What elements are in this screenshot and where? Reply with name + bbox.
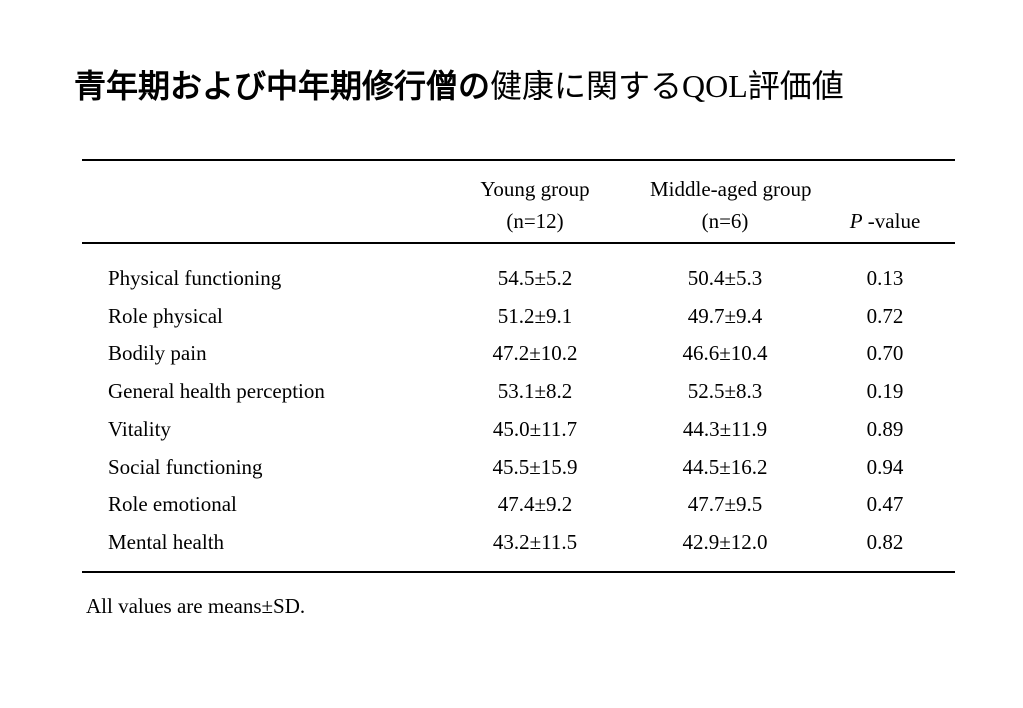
title-part-1: 青年期および中年期修行僧の bbox=[74, 67, 491, 105]
row-p-value: 0.94 bbox=[866, 455, 904, 479]
row-young-value: 43.2±11.5 bbox=[492, 530, 578, 554]
row-p-value: 0.47 bbox=[866, 492, 904, 516]
row-p-value: 0.89 bbox=[866, 417, 904, 441]
row-young-value: 54.5±5.2 bbox=[497, 266, 573, 290]
row-young-value: 51.2±9.1 bbox=[497, 304, 573, 328]
title-part-3: QOL bbox=[682, 68, 748, 104]
row-label: Role emotional bbox=[108, 492, 237, 516]
row-label: Mental health bbox=[108, 530, 225, 554]
row-label: Bodily pain bbox=[108, 341, 207, 365]
row-middle-value: 46.6±10.4 bbox=[682, 341, 768, 365]
row-young-value: 53.1±8.2 bbox=[497, 379, 573, 403]
header-young-line2: (n=12) bbox=[506, 209, 564, 233]
table-header-rule bbox=[82, 242, 955, 244]
header-pvalue: P -value bbox=[835, 208, 935, 234]
row-p-value: 0.72 bbox=[866, 304, 904, 328]
row-middle-value: 44.3±11.9 bbox=[682, 417, 768, 441]
header-middle-line2: (n=6) bbox=[701, 209, 749, 233]
row-young-value: 47.2±10.2 bbox=[492, 341, 578, 365]
row-label: Role physical bbox=[108, 304, 223, 328]
title-part-4: 評価値 bbox=[747, 67, 844, 105]
row-middle-value: 44.5±16.2 bbox=[682, 455, 768, 479]
row-middle-value: 49.7±9.4 bbox=[687, 304, 763, 328]
header-middle-line1: Middle-aged group bbox=[650, 177, 812, 201]
row-label: Physical functioning bbox=[108, 266, 282, 290]
row-middle-value: 50.4±5.3 bbox=[687, 266, 763, 290]
row-middle-value: 42.9±12.0 bbox=[682, 530, 768, 554]
row-young-value: 45.5±15.9 bbox=[492, 455, 578, 479]
title-part-2: 健康に関する bbox=[490, 67, 683, 105]
page-title: 青年期および中年期修行僧の健康に関するQOL評価値 bbox=[74, 62, 844, 110]
header-pvalue-italic: P bbox=[849, 209, 863, 233]
row-label: Vitality bbox=[108, 417, 171, 441]
table-top-rule bbox=[82, 159, 955, 161]
row-young-value: 47.4±9.2 bbox=[497, 492, 573, 516]
row-middle-value: 52.5±8.3 bbox=[687, 379, 763, 403]
row-label: Social functioning bbox=[108, 455, 263, 479]
row-p-value: 0.82 bbox=[866, 530, 904, 554]
row-p-value: 0.70 bbox=[866, 341, 904, 365]
header-young-line1: Young group bbox=[480, 177, 590, 201]
header-pvalue-rest: -value bbox=[862, 209, 921, 233]
row-p-value: 0.13 bbox=[866, 266, 904, 290]
row-p-value: 0.19 bbox=[866, 379, 904, 403]
row-young-value: 45.0±11.7 bbox=[492, 417, 578, 441]
table-bottom-rule bbox=[82, 571, 955, 573]
row-label: General health perception bbox=[108, 379, 325, 403]
row-middle-value: 47.7±9.5 bbox=[687, 492, 763, 516]
footnote: All values are means±SD. bbox=[86, 594, 306, 618]
